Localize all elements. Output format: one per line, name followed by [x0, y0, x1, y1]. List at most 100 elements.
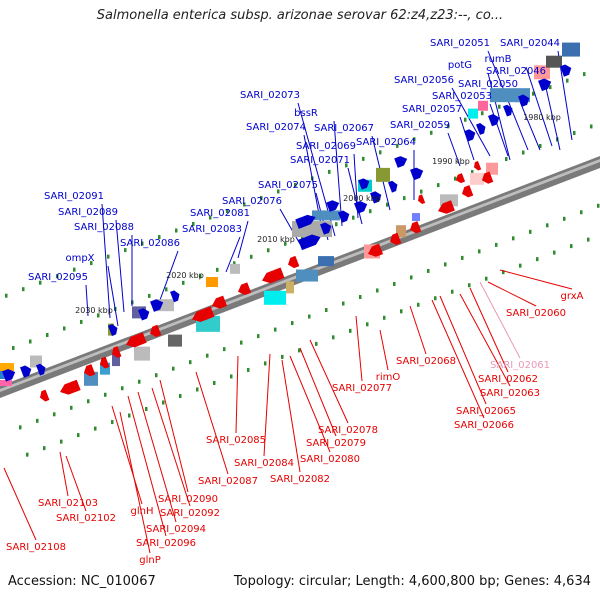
gene-label[interactable]: SARI_02086 [120, 238, 180, 249]
gene-label[interactable]: SARI_02108 [6, 542, 66, 553]
tick-mark [128, 413, 131, 418]
tick-mark [342, 301, 345, 306]
gene-label[interactable]: SARI_02095 [28, 272, 88, 283]
gene-label[interactable]: SARI_02089 [58, 207, 118, 218]
tick-mark [155, 373, 158, 378]
cog-category-box [100, 362, 110, 375]
tick-mark [325, 308, 328, 313]
gene-label[interactable]: SARI_02063 [480, 388, 540, 399]
gene-label[interactable]: SARI_02078 [318, 425, 378, 436]
gene-label[interactable]: SARI_02062 [478, 374, 538, 385]
label-leader-line [431, 299, 485, 419]
gene-label[interactable]: SARI_02082 [270, 474, 330, 485]
reverse-gene-arrow [456, 173, 466, 184]
tick-mark [70, 405, 73, 410]
map-title: Salmonella enterica subsp. arizonae sero… [96, 8, 504, 23]
forward-gene-arrow [464, 129, 476, 142]
tick-mark [349, 328, 352, 333]
gene-label[interactable]: SARI_02094 [146, 524, 206, 535]
tick-mark [94, 426, 97, 431]
label-leader-line [85, 284, 89, 317]
gene-label[interactable]: SARI_02060 [506, 308, 566, 319]
tick-mark [97, 313, 100, 318]
tick-mark [396, 143, 399, 148]
label-leader-line [127, 395, 167, 537]
label-leader-line [59, 451, 69, 497]
label-leader-line [195, 371, 229, 475]
gene-label[interactable]: SARI_02046 [486, 66, 546, 77]
gene-label[interactable]: SARI_02103 [38, 498, 98, 509]
tick-mark [158, 235, 161, 240]
gene-label[interactable]: SARI_02102 [56, 513, 116, 524]
gene-label[interactable]: SARI_02077 [332, 383, 392, 394]
gene-label[interactable]: SARI_02056 [394, 75, 454, 86]
gene-label[interactable]: SARI_02050 [458, 79, 518, 90]
gene-label[interactable]: rumB [484, 54, 511, 65]
tick-mark [369, 209, 372, 214]
tick-label: 2010 kbp [257, 235, 295, 244]
gene-label[interactable]: SARI_02085 [206, 435, 266, 446]
gene-label[interactable]: SARI_02073 [240, 90, 300, 101]
reverse-gene-arrow [474, 160, 482, 171]
tick-mark [213, 380, 216, 385]
gene-label[interactable]: SARI_02090 [158, 494, 218, 505]
gene-label[interactable]: bssR [294, 108, 318, 119]
cog-category-box [546, 55, 562, 68]
gene-label[interactable]: SARI_02069 [296, 141, 356, 152]
label-leader-line [447, 132, 461, 167]
tick-mark [536, 257, 539, 262]
gene-label[interactable]: SARI_02059 [390, 120, 450, 131]
gene-label[interactable]: SARI_02091 [44, 191, 104, 202]
label-leader-line [115, 219, 125, 313]
gene-label[interactable]: SARI_02092 [160, 508, 220, 519]
gene-label[interactable]: ompX [65, 253, 94, 264]
gene-label[interactable]: glnH [131, 506, 154, 517]
reverse-gene-arrow [112, 346, 122, 358]
tick-mark [179, 394, 182, 398]
gene-label[interactable]: SARI_02084 [234, 458, 294, 469]
gene-label[interactable]: SARI_02080 [300, 454, 360, 465]
gene-label[interactable]: SARI_02066 [454, 420, 514, 431]
gene-label[interactable]: SARI_02083 [182, 224, 242, 235]
gene-label[interactable]: SARI_02087 [198, 476, 258, 487]
cog-category-box [112, 354, 120, 367]
gene-label[interactable]: glnP [139, 555, 161, 566]
tick-mark [583, 72, 586, 77]
tick-mark [240, 340, 243, 345]
gene-label[interactable]: potG [448, 60, 472, 71]
gene-label[interactable]: SARI_02079 [306, 438, 366, 449]
cog-category-box [264, 290, 286, 305]
gene-label[interactable]: SARI_02096 [136, 538, 196, 549]
gene-label[interactable]: SARI_02075 [258, 180, 318, 191]
gene-label[interactable]: SARI_02061 [490, 360, 550, 371]
gene-label[interactable]: rimO [376, 372, 401, 383]
tick-mark [277, 189, 280, 194]
tick-mark [260, 195, 263, 200]
gene-label[interactable]: grxA [561, 291, 584, 302]
tick-mark [60, 439, 63, 444]
tick-mark [590, 124, 593, 129]
gene-label[interactable]: SARI_02081 [190, 208, 250, 219]
gene-label[interactable]: SARI_02051 [430, 38, 490, 49]
forward-gene-arrow [150, 299, 164, 312]
gene-label[interactable]: SARI_02044 [500, 38, 560, 49]
gene-label[interactable]: SARI_02071 [290, 155, 350, 166]
tick-mark [315, 341, 318, 346]
gene-label[interactable]: SARI_02074 [246, 122, 306, 133]
gene-label[interactable]: SARI_02064 [356, 137, 416, 148]
reverse-gene-arrow [192, 306, 215, 323]
gene-label[interactable]: SARI_02057 [402, 104, 462, 115]
gene-label[interactable]: SARI_02068 [396, 356, 456, 367]
forward-gene-arrow [295, 214, 316, 229]
tick-mark [87, 399, 90, 404]
gene-label[interactable]: SARI_02067 [314, 123, 374, 134]
tick-mark [36, 418, 39, 423]
tick-mark [495, 242, 498, 247]
gene-label[interactable]: SARI_02065 [456, 406, 516, 417]
gene-label[interactable]: SARI_02053 [432, 91, 492, 102]
gene-label[interactable]: SARI_02076 [222, 196, 282, 207]
reverse-gene-arrow [438, 200, 455, 214]
gene-label[interactable]: SARI_02088 [74, 222, 134, 233]
tick-mark [308, 314, 311, 319]
reverse-gene-arrow [212, 295, 228, 309]
